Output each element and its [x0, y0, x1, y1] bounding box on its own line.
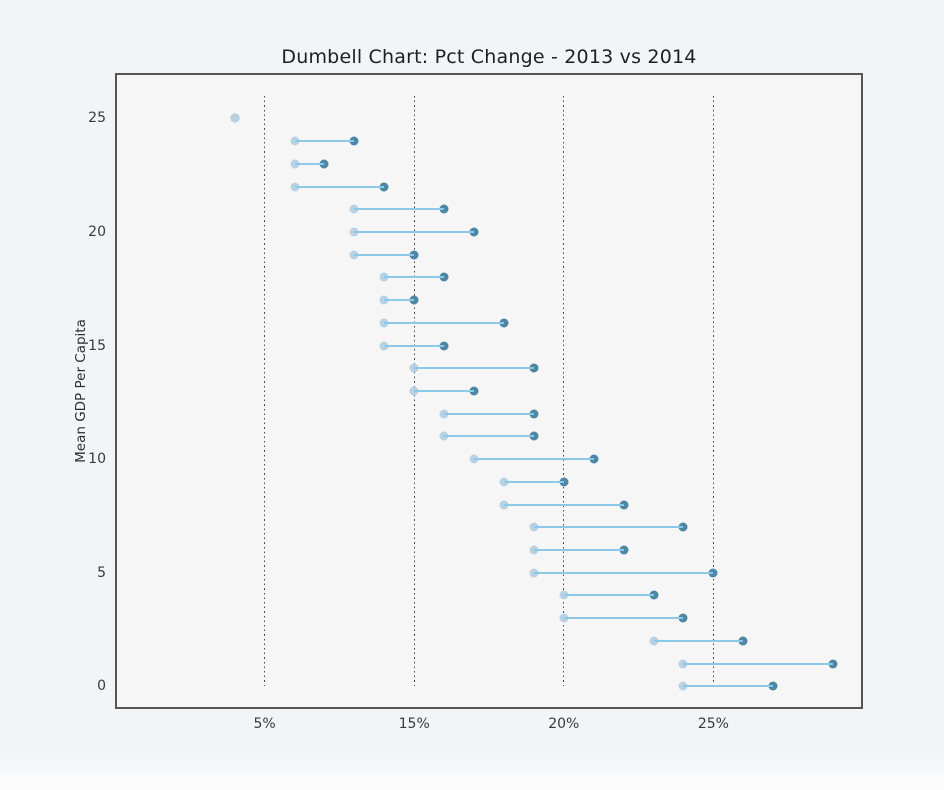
dot-pct-2013 [708, 568, 718, 578]
dot-pct-2013 [828, 659, 838, 669]
vertical-gridline [712, 95, 714, 687]
x-tick-label: 5% [253, 716, 276, 732]
dot-pct-2013 [678, 613, 688, 623]
dot-pct-2013 [529, 363, 539, 373]
dot-pct-2013 [619, 545, 629, 555]
dumbbell-connector-line [563, 617, 684, 620]
dot-pct-2013 [379, 182, 389, 192]
y-tick-label: 5 [97, 564, 106, 581]
y-tick-label: 20 [88, 224, 106, 240]
dumbbell-connector-line [384, 299, 415, 302]
dumbbell-connector-line [294, 162, 325, 165]
dumbbell-connector-line [683, 685, 774, 688]
y-tick-label: 0 [97, 678, 106, 695]
dot-pct-2013 [409, 250, 419, 260]
dumbbell-connector-line [414, 367, 534, 370]
dumbbell-connector-line [683, 662, 834, 665]
dot-pct-2013 [439, 341, 449, 351]
dot-pct-2013 [319, 159, 329, 169]
dot-pct-2013 [409, 295, 419, 305]
dumbbell-connector-line [354, 208, 445, 211]
dot-pct-2013 [469, 386, 479, 396]
dumbbell-connector-line [444, 435, 534, 438]
x-tick-label: 25% [697, 716, 729, 732]
dot-pct-2013 [349, 136, 359, 146]
dot-pct-2013 [439, 204, 449, 214]
dot-pct-2013 [559, 477, 569, 487]
dumbbell-connector-line [384, 276, 445, 279]
dumbbell-connector-line [384, 321, 504, 324]
dot-pct-2013 [499, 318, 509, 328]
dumbbell-connector-line [414, 390, 475, 392]
dumbbell-connector-line [294, 140, 355, 143]
dot-pct-2014 [230, 113, 240, 123]
vertical-gridline [563, 95, 565, 687]
dumbbell-connector-line [653, 639, 744, 642]
background-fade [0, 754, 944, 790]
dumbbell-connector-line [354, 253, 415, 256]
dot-pct-2013 [738, 636, 748, 646]
dot-pct-2013 [589, 454, 599, 464]
dumbbell-connector-line [503, 480, 564, 483]
y-tick-label: 25 [88, 110, 106, 127]
vertical-gridline [264, 95, 266, 687]
dumbbell-connector-line [444, 412, 534, 415]
dumbbell-connector-line [503, 503, 624, 506]
dumbbell-connector-line [474, 458, 594, 461]
dumbbell-connector-line [533, 549, 624, 551]
dumbbell-connector-line [563, 594, 654, 597]
dot-pct-2013 [469, 227, 479, 237]
dot-pct-2013 [529, 431, 539, 441]
dumbbell-connector-line [354, 231, 475, 233]
x-tick-label: 15% [398, 716, 430, 732]
x-tick-label: 20% [548, 716, 580, 732]
dot-pct-2013 [619, 500, 629, 510]
dumbbell-connector-line [384, 344, 445, 347]
dot-pct-2013 [678, 522, 688, 532]
dumbbell-connector-line [533, 526, 684, 529]
dot-pct-2013 [439, 272, 449, 282]
dot-pct-2013 [649, 590, 659, 600]
y-tick-label: 15 [88, 337, 106, 354]
y-tick-label: 10 [88, 451, 106, 468]
dot-pct-2013 [768, 681, 778, 691]
chart-title: Dumbell Chart: Pct Change - 2013 vs 2014 [281, 46, 697, 68]
dot-pct-2013 [529, 409, 539, 419]
dumbbell-connector-line [533, 571, 714, 574]
dumbbell-connector-line [294, 185, 385, 188]
plot-area [115, 73, 863, 709]
